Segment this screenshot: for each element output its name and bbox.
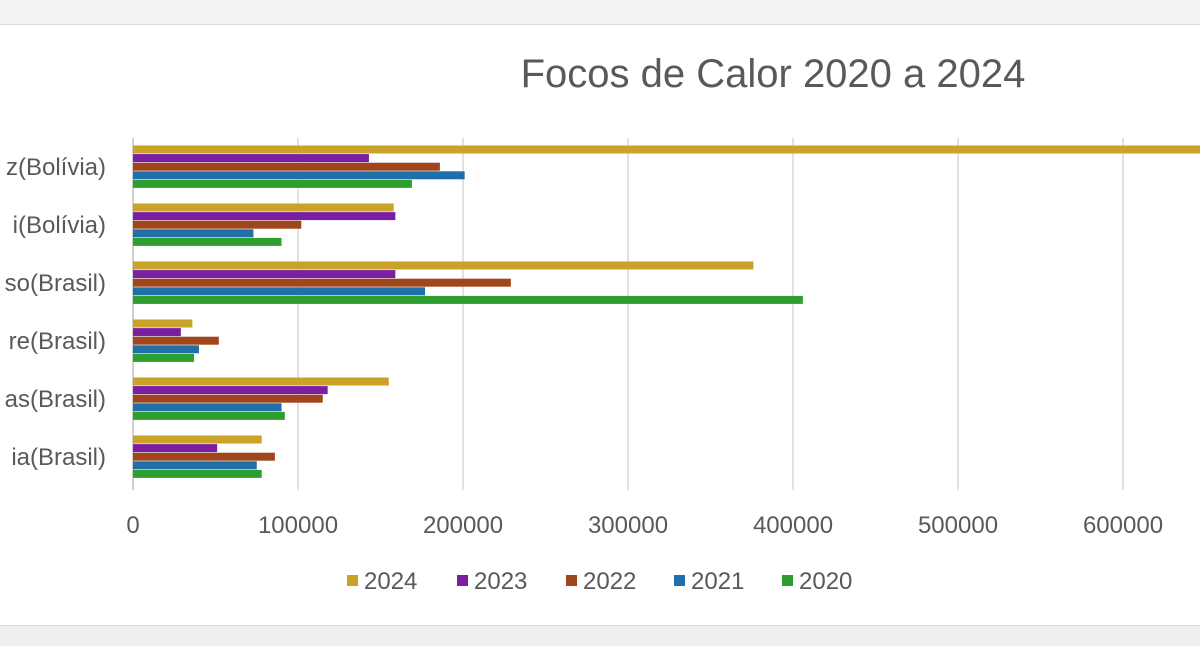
- legend-swatch-2023: [457, 575, 468, 586]
- bar-2020-3: [133, 353, 195, 362]
- x-tick-label: 100000: [258, 512, 338, 539]
- chart-title: Focos de Calor 2020 a 2024: [521, 52, 1026, 96]
- bar-2024-0: [133, 145, 1200, 154]
- bar-2020-4: [133, 411, 285, 420]
- bar-2022-3: [133, 336, 219, 345]
- legend-swatch-2024: [347, 575, 358, 586]
- x-tick-label: 0: [126, 512, 139, 539]
- category-label: so(Brasil): [5, 270, 106, 297]
- bar-2023-3: [133, 328, 181, 337]
- bar-2021-2: [133, 287, 426, 296]
- bar-2024-1: [133, 203, 394, 212]
- bar-2023-1: [133, 212, 396, 221]
- bar-2024-5: [133, 435, 262, 444]
- legend-label-2022: 2022: [583, 568, 636, 595]
- bar-2022-2: [133, 278, 511, 287]
- bar-2023-4: [133, 386, 328, 395]
- bar-2020-1: [133, 237, 282, 246]
- bar-2022-4: [133, 394, 323, 403]
- bar-2023-2: [133, 270, 396, 279]
- bar-2022-1: [133, 220, 302, 229]
- legend-swatch-2021: [674, 575, 685, 586]
- x-tick-label: 200000: [423, 512, 503, 539]
- bottom-strip: [0, 626, 1200, 646]
- bar-2022-0: [133, 162, 440, 171]
- bar-2020-2: [133, 295, 803, 304]
- category-label: re(Brasil): [9, 328, 106, 355]
- bar-2023-5: [133, 444, 218, 453]
- legend-swatch-2020: [782, 575, 793, 586]
- legend-label-2020: 2020: [799, 568, 852, 595]
- legend-label-2023: 2023: [474, 568, 527, 595]
- category-label: i(Bolívia): [13, 212, 106, 239]
- bar-2021-0: [133, 171, 465, 180]
- bars: [133, 145, 1200, 478]
- chart: Focos de Calor 2020 a 2024 0 100000 200000…: [5, 52, 1200, 595]
- x-tick-label: 300000: [588, 512, 668, 539]
- x-tick-label: 500000: [918, 512, 998, 539]
- bar-2024-2: [133, 261, 754, 270]
- x-tick-label: 400000: [753, 512, 833, 539]
- bar-2022-5: [133, 452, 275, 461]
- legend-label-2024: 2024: [364, 568, 417, 595]
- chart-frame: Focos de Calor 2020 a 2024 0 100000 200000…: [0, 24, 1200, 626]
- bar-2024-4: [133, 377, 389, 386]
- legend: 2024 2023 2022 2021 2020: [347, 568, 852, 595]
- legend-label-2021: 2021: [691, 568, 744, 595]
- bar-2021-3: [133, 345, 199, 354]
- bar-2021-1: [133, 229, 254, 238]
- legend-swatch-2022: [566, 575, 577, 586]
- axis-labels: 0 100000 200000 300000 400000 500000 600000 z(B…: [5, 154, 1163, 539]
- bar-2024-3: [133, 319, 193, 328]
- x-tick-label: 600000: [1083, 512, 1163, 539]
- category-label: z(Bolívia): [6, 154, 106, 181]
- bar-2020-0: [133, 179, 412, 188]
- bar-2021-5: [133, 461, 257, 470]
- bar-2023-0: [133, 154, 369, 163]
- bar-2020-5: [133, 469, 262, 478]
- category-label: ia(Brasil): [11, 444, 106, 471]
- category-label: as(Brasil): [5, 386, 106, 413]
- bar-2021-4: [133, 403, 282, 412]
- gridlines: [132, 138, 1124, 490]
